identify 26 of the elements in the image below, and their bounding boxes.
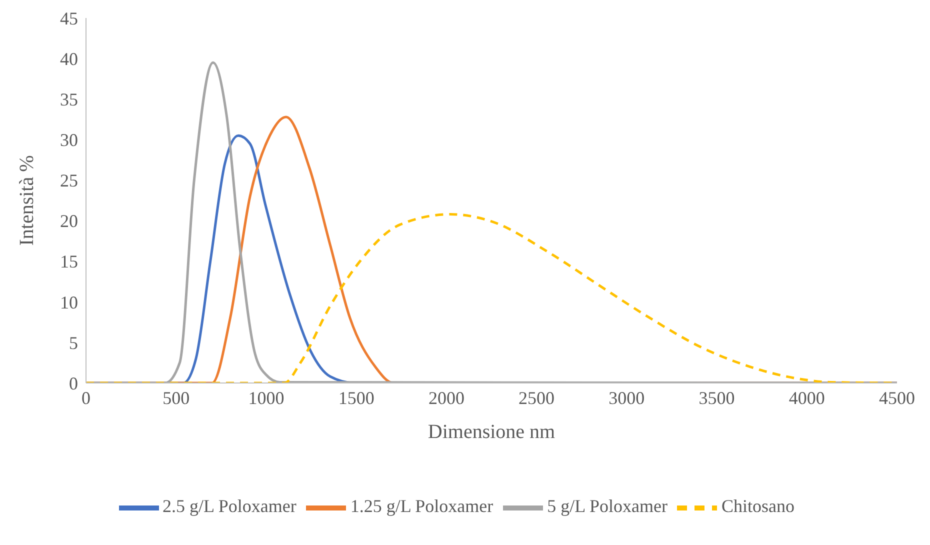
legend-label: 1.25 g/L Poloxamer <box>350 496 494 516</box>
y-tick-label: 25 <box>60 170 78 191</box>
y-tick-label: 35 <box>60 90 78 110</box>
y-tick-label: 40 <box>60 48 78 69</box>
x-tick-label: 4500 <box>879 388 915 408</box>
x-tick-label: 3500 <box>698 388 735 408</box>
legend-label: Chitosano <box>721 496 794 516</box>
y-tick-label: 5 <box>69 332 78 353</box>
x-tick-label: 1000 <box>248 388 284 408</box>
legend-label: 5 g/L Poloxamer <box>547 496 668 516</box>
y-tick-label: 0 <box>69 373 78 394</box>
x-tick-label: 3000 <box>608 388 645 408</box>
x-tick-label: 4000 <box>788 388 825 408</box>
y-axis-title: Intensità % <box>16 155 38 246</box>
y-tick-label: 45 <box>60 8 78 28</box>
y-tick-label: 10 <box>60 292 78 312</box>
y-tick-label: 20 <box>60 211 78 232</box>
y-tick-label: 30 <box>60 130 78 150</box>
x-tick-label: 0 <box>82 388 90 408</box>
x-tick-label: 500 <box>162 388 190 408</box>
y-tick-label: 15 <box>60 252 78 272</box>
x-tick-label: 2500 <box>518 388 555 408</box>
x-tick-label: 1500 <box>338 388 374 408</box>
x-tick-label: 2000 <box>428 388 464 408</box>
legend-label: 2.5 g/L Poloxamer <box>162 496 296 516</box>
x-axis-title: Dimensione nm <box>428 421 556 443</box>
